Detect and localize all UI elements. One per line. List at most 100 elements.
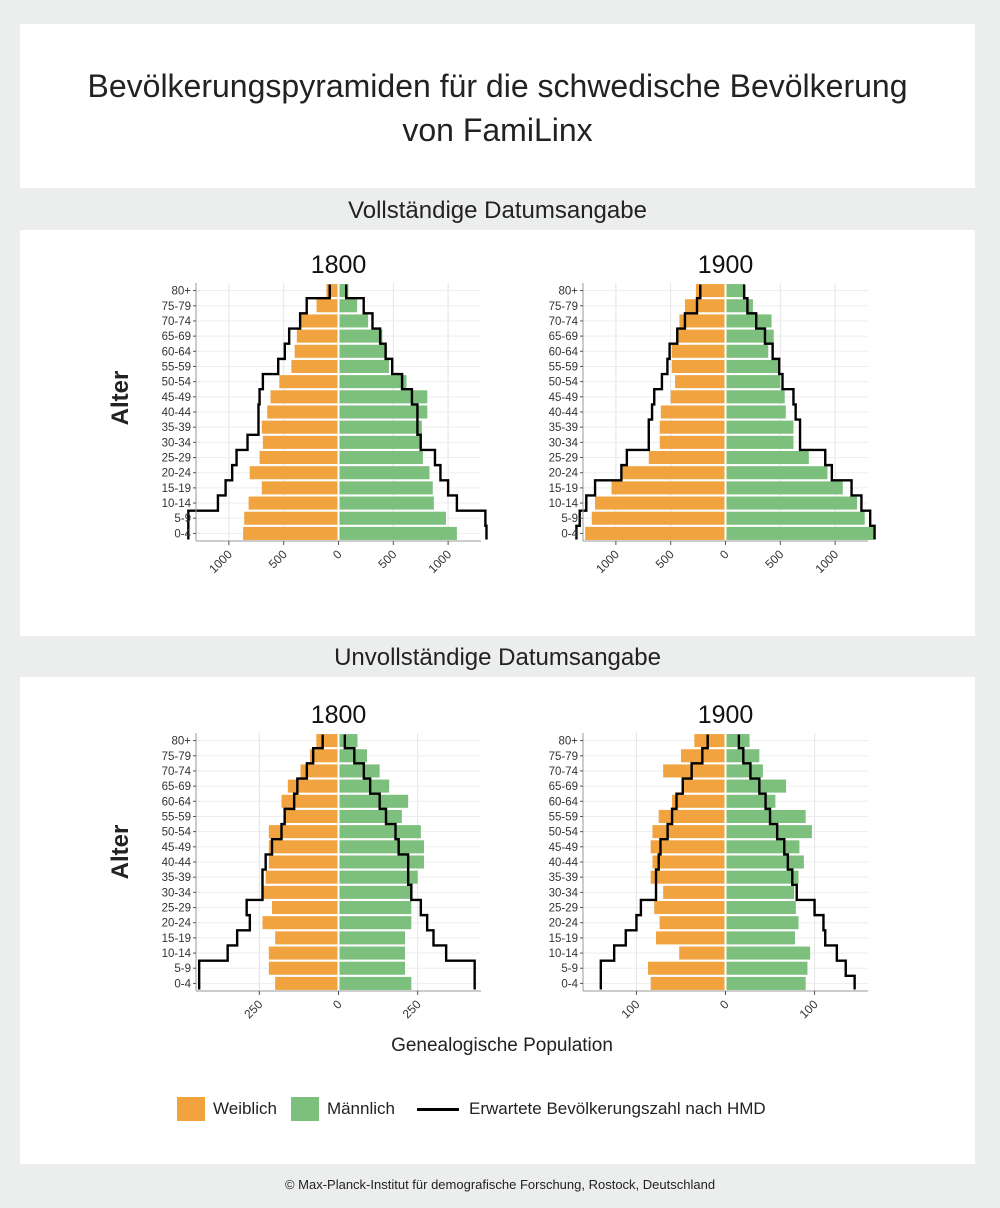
y-tick-label: 5-9 xyxy=(174,513,191,525)
y-tick-label: 20-24 xyxy=(162,468,192,480)
bar-male xyxy=(338,481,433,495)
y-tick-label: 35-39 xyxy=(162,872,191,884)
bar-male xyxy=(338,779,390,793)
y-tick-label: 70-74 xyxy=(549,766,579,778)
bar-male xyxy=(338,794,409,808)
y-tick-label: 15-19 xyxy=(162,933,191,945)
x-tick-label: 1000 xyxy=(206,547,235,576)
bar-female xyxy=(650,870,726,884)
bar-male xyxy=(338,749,367,763)
bar-female xyxy=(301,314,339,328)
bar-female xyxy=(270,390,339,404)
hmd-line-male xyxy=(344,284,488,540)
y-tick-label: 5-9 xyxy=(561,513,578,525)
bar-male xyxy=(725,375,781,389)
bar-female xyxy=(265,870,339,884)
bar-female xyxy=(694,734,726,748)
pyramid-chart-1: 0-4 5-9 10-14 15-19 20-24 25-29 30-34 35-39 40-4… xyxy=(162,251,488,576)
bar-male xyxy=(725,481,843,495)
bar-female xyxy=(248,496,339,510)
bar-female xyxy=(648,961,726,975)
x-tick-label: 1000 xyxy=(425,547,454,576)
bar-female xyxy=(663,885,726,899)
hmd-line-male xyxy=(737,734,856,990)
hmd-line-female xyxy=(187,284,331,540)
y-tick-label: 55-59 xyxy=(162,361,191,373)
bar-female xyxy=(679,946,726,960)
y-tick-label: 40-44 xyxy=(549,407,579,419)
figure-title-line-1: Bevölkerungspyramiden für die schwedisch… xyxy=(87,68,908,104)
bar-female xyxy=(262,435,339,449)
bar-female xyxy=(675,375,726,389)
bar-male xyxy=(725,435,794,449)
y-tick-label: 25-29 xyxy=(549,453,578,465)
y-tick-label: 0-4 xyxy=(174,978,191,990)
bar-female xyxy=(268,855,339,869)
bar-female xyxy=(262,916,339,930)
bar-male xyxy=(338,961,405,975)
bar-female xyxy=(300,764,339,778)
bar-male xyxy=(725,390,785,404)
bar-female xyxy=(595,496,726,510)
bar-male xyxy=(338,870,418,884)
pyramid-chart-2: 0-4 5-9 10-14 15-19 20-24 25-29 30-34 35-39 40-4… xyxy=(549,251,876,576)
bar-female xyxy=(650,976,726,990)
bar-male xyxy=(725,809,806,823)
x-tick-label: 500 xyxy=(266,547,290,571)
y-tick-label: 10-14 xyxy=(162,948,192,960)
bar-female xyxy=(684,299,726,313)
x-tick-label: 1000 xyxy=(812,547,841,576)
bar-female xyxy=(281,794,339,808)
y-tick-label: 20-24 xyxy=(549,918,579,930)
chart-title: 1800 xyxy=(311,251,367,279)
bar-female xyxy=(326,284,339,298)
bar-female xyxy=(682,779,726,793)
bar-female xyxy=(659,916,726,930)
y-tick-label: 55-59 xyxy=(549,361,578,373)
bar-male xyxy=(338,435,420,449)
bar-female xyxy=(261,420,339,434)
figure-title-line-2: von FamiLinx xyxy=(402,112,593,148)
hmd-line-male xyxy=(742,284,876,540)
legend-swatch-female xyxy=(177,1097,205,1121)
bar-female xyxy=(695,284,726,298)
bar-female xyxy=(272,901,339,915)
bar-male xyxy=(725,420,794,434)
bar-male xyxy=(338,855,424,869)
y-tick-label: 75-79 xyxy=(162,751,191,763)
y-tick-label: 70-74 xyxy=(549,316,579,328)
bar-male xyxy=(725,825,812,839)
y-tick-label: 45-49 xyxy=(549,392,578,404)
bar-female xyxy=(659,420,726,434)
bar-female xyxy=(659,435,726,449)
x-tick-label: 0 xyxy=(717,547,732,562)
y-tick-label: 35-39 xyxy=(549,422,578,434)
bar-male xyxy=(725,976,806,990)
bar-male xyxy=(338,976,412,990)
y-tick-label: 65-69 xyxy=(549,331,578,343)
bar-female xyxy=(268,840,339,854)
y-tick-label: 45-49 xyxy=(162,842,191,854)
y-tick-label: 10-14 xyxy=(549,498,579,510)
hmd-line-female xyxy=(599,734,709,990)
y-axis-label-top: Alter xyxy=(107,371,134,426)
bar-male xyxy=(338,946,405,960)
bar-female xyxy=(268,946,339,960)
bar-male xyxy=(338,511,446,525)
bar-male xyxy=(338,344,387,358)
bar-male xyxy=(338,359,389,373)
y-tick-label: 75-79 xyxy=(549,301,578,313)
x-tick-label: 1000 xyxy=(593,547,622,576)
legend-swatch-line xyxy=(416,1107,459,1111)
bar-female xyxy=(249,466,339,480)
bar-female xyxy=(671,344,726,358)
bar-male xyxy=(725,526,874,540)
y-tick-label: 15-19 xyxy=(549,483,578,495)
bar-male xyxy=(338,329,383,343)
x-tick-label: 100 xyxy=(618,997,642,1021)
x-tick-label: 500 xyxy=(762,547,786,571)
y-tick-label: 60-64 xyxy=(549,796,579,808)
bar-female xyxy=(275,976,339,990)
bar-female xyxy=(654,901,726,915)
